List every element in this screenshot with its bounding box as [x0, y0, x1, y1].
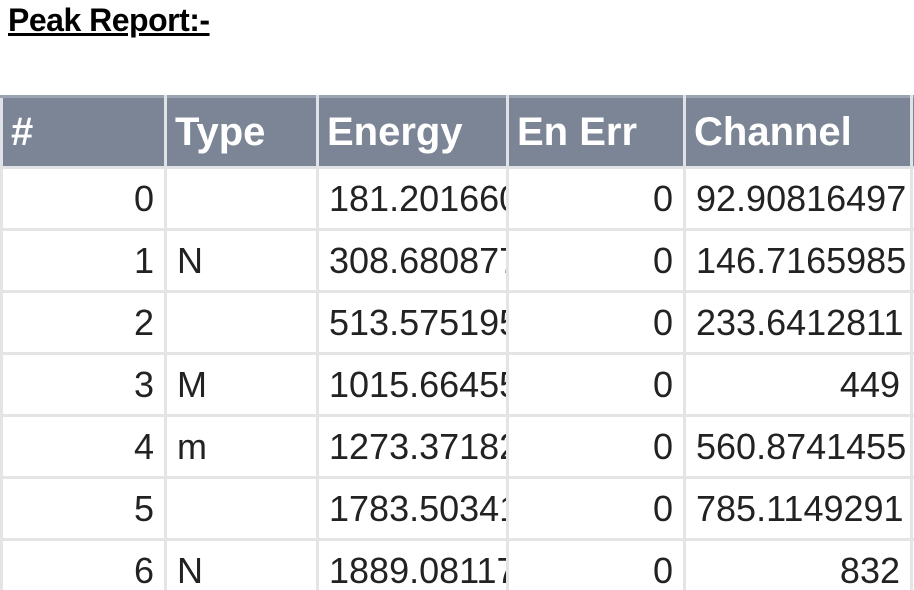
- cell-channel: 785.1149291: [683, 476, 913, 541]
- table-row: 5 1783.503410 0 785.1149291 1: [0, 476, 914, 541]
- cell-type: [164, 166, 319, 231]
- cell-en-err: 0: [506, 538, 686, 590]
- cell-energy: 1889.081170: [316, 538, 509, 590]
- cell-type: [164, 290, 319, 355]
- cell-type: N: [164, 538, 319, 590]
- cell-energy: 308.6808770: [316, 228, 509, 293]
- cell-index: 6: [0, 538, 167, 590]
- table-row: 4 m 1273.371820 0 560.8741455 4: [0, 414, 914, 479]
- cell-index: 2: [0, 290, 167, 355]
- cell-type: M: [164, 352, 319, 417]
- header-row: # Type Energy En Err Channel: [0, 95, 914, 169]
- cell-channel: 233.6412811: [683, 290, 913, 355]
- column-header-channel: Channel: [683, 95, 913, 169]
- table-row: 1 N 308.6808770 0 146.7165985 1: [0, 228, 914, 293]
- cell-en-err: 0: [506, 352, 686, 417]
- cell-channel: 832: [683, 538, 913, 590]
- cell-channel: 92.90816497: [683, 166, 913, 231]
- peak-table: # Type Energy En Err Channel 0 181.20166…: [0, 95, 914, 590]
- cell-channel: 560.8741455: [683, 414, 913, 479]
- cell-type: [164, 476, 319, 541]
- cell-energy: 1015.664550: [316, 352, 509, 417]
- table-row: 3 M 1015.664550 0 449 1: [0, 352, 914, 417]
- cell-next: 1: [910, 228, 914, 293]
- cell-index: 5: [0, 476, 167, 541]
- cell-index: 3: [0, 352, 167, 417]
- cell-next: 1: [910, 538, 914, 590]
- cell-next: 1: [910, 290, 914, 355]
- column-header-en-err: En Err: [506, 95, 686, 169]
- cell-next: 1: [910, 476, 914, 541]
- column-header-energy: Energy: [316, 95, 509, 169]
- cell-en-err: 0: [506, 476, 686, 541]
- cell-index: 4: [0, 414, 167, 479]
- table-row: 6 N 1889.081170 0 832 1: [0, 538, 914, 590]
- cell-next: 1: [910, 352, 914, 417]
- cell-channel: 449: [683, 352, 913, 417]
- report-title: Peak Report:-: [8, 2, 210, 38]
- cell-energy: 1273.371820: [316, 414, 509, 479]
- column-header-index: #: [0, 95, 167, 169]
- column-header-next: [910, 95, 914, 169]
- cell-en-err: 0: [506, 228, 686, 293]
- cell-energy: 181.2016600: [316, 166, 509, 231]
- cell-en-err: 0: [506, 166, 686, 231]
- cell-en-err: 0: [506, 414, 686, 479]
- peak-table-container: # Type Energy En Err Channel 0 181.20166…: [0, 95, 914, 590]
- cell-energy: 513.5751950: [316, 290, 509, 355]
- cell-en-err: 0: [506, 290, 686, 355]
- cell-channel: 146.7165985: [683, 228, 913, 293]
- cell-index: 0: [0, 166, 167, 231]
- cell-next: 1: [910, 166, 914, 231]
- table-row: 0 181.2016600 0 92.90816497 1: [0, 166, 914, 231]
- cell-index: 1: [0, 228, 167, 293]
- column-header-type: Type: [164, 95, 319, 169]
- table-row: 2 513.5751950 0 233.6412811 1: [0, 290, 914, 355]
- cell-next: 4: [910, 414, 914, 479]
- cell-energy: 1783.503410: [316, 476, 509, 541]
- cell-type: m: [164, 414, 319, 479]
- cell-type: N: [164, 228, 319, 293]
